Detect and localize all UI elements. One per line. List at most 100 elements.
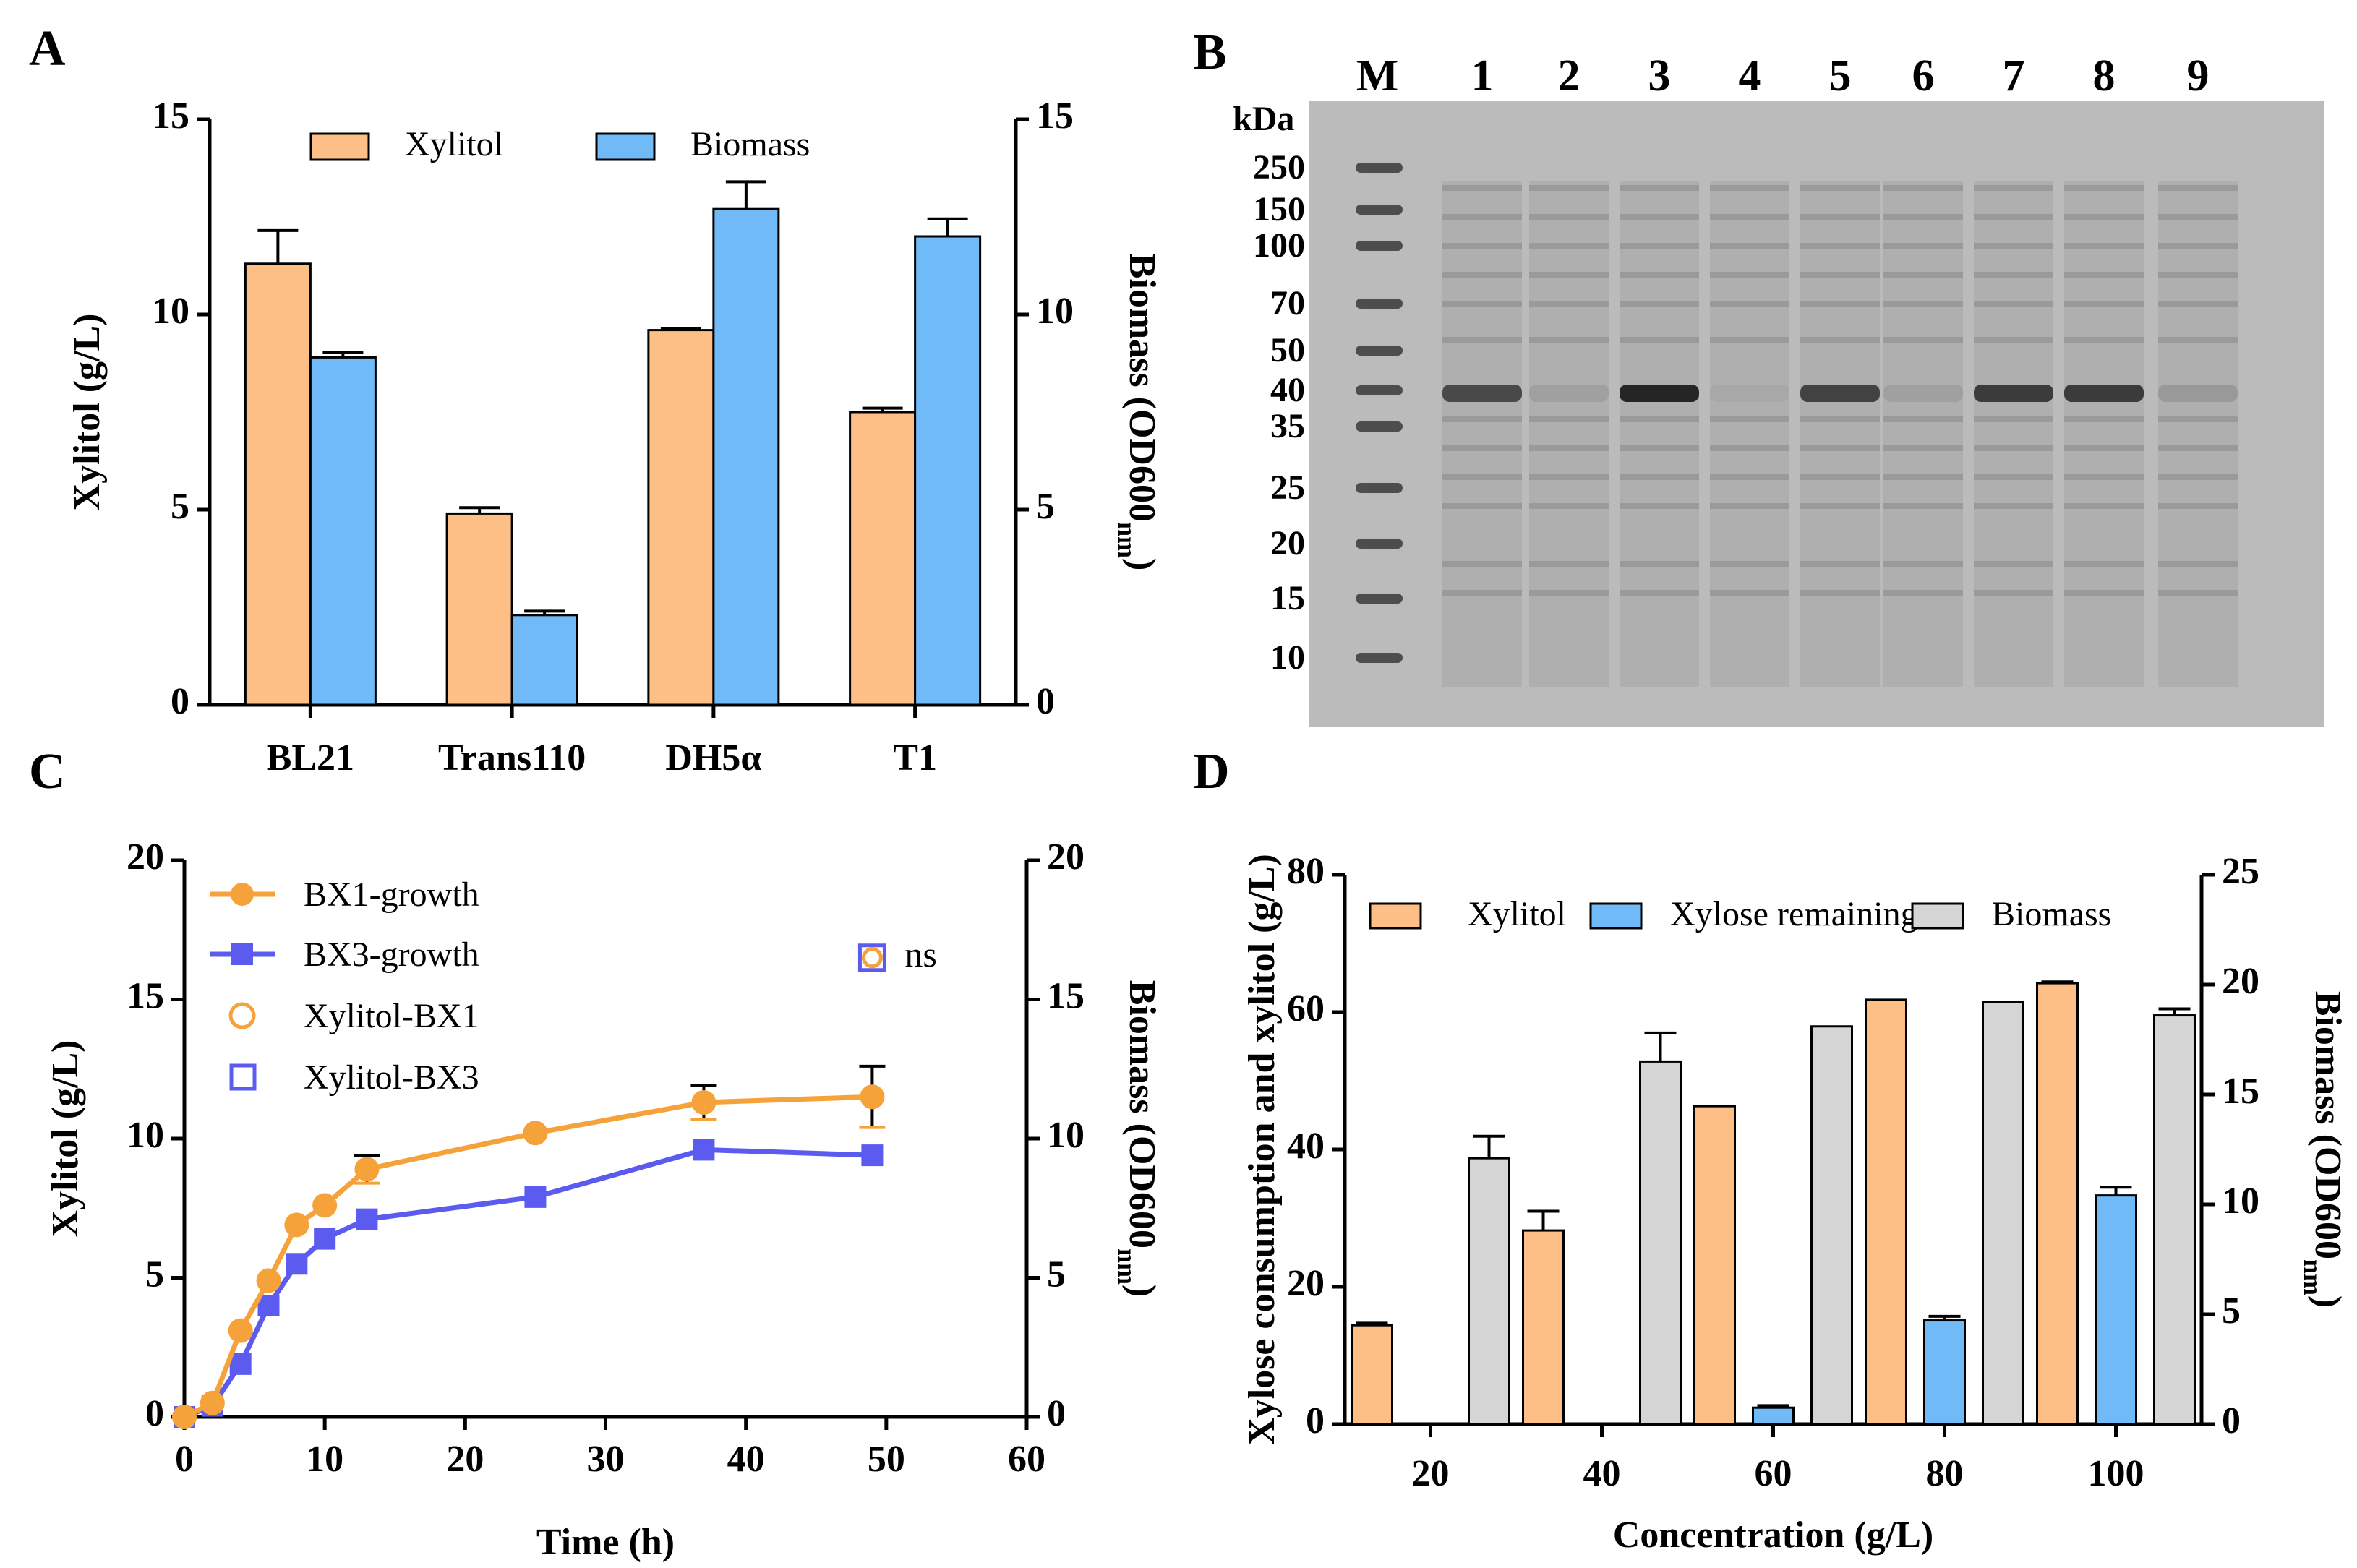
gel-faint-band [1710,214,1789,220]
gel-faint-band [1883,301,1963,307]
gel-faint-band [1529,445,1609,451]
gel-faint-band [1442,474,1522,480]
c-legend-marker-bx1 [231,883,254,906]
gel-ladder-band [1356,299,1403,309]
gel-target-band [2158,385,2238,402]
gel-faint-band [1620,561,1699,567]
d-bar-xylose-remaining [1752,1406,1795,1426]
gel-lane-label: 6 [1912,51,1935,100]
c-point-bx1 [691,1089,716,1115]
gel-faint-band [2064,301,2144,307]
d-y2-tick-label: 10 [2222,1181,2259,1222]
gel-faint-band [1529,416,1609,422]
gel-faint-band [2064,503,2144,509]
c-point-bx1 [284,1212,309,1238]
gel-marker-label: 35 [1270,407,1305,445]
gel-faint-band [1442,337,1522,343]
a-bar-xylitol [244,262,312,706]
gel-faint-band [1529,214,1609,220]
gel-faint-band [1974,561,2053,567]
gel-faint-band [1710,474,1789,480]
gel-faint-band [1620,272,1699,278]
gel-faint-band [2158,503,2238,509]
c-y2-axis-label: Biomass (OD600nm) [1113,980,1163,1298]
gel-faint-band [1620,503,1699,509]
gel-faint-band [1800,272,1880,278]
gel-target-band [1529,385,1609,402]
gel-faint-band [2064,561,2144,567]
c-x-tick-label: 40 [727,1439,765,1480]
a-x-tick-label: T1 [893,737,937,779]
d-bar-xylitol [1865,998,1907,1426]
gel-faint-band [2064,185,2144,191]
a-y-axis-label: Xylitol (g/L) [67,314,108,511]
gel-kda-label: kDa [1233,100,1294,138]
c-point-bx1 [256,1268,281,1293]
gel-faint-band [2158,590,2238,596]
gel-faint-band [1620,243,1699,249]
panel-c-line-chart: 0 5 10 15 20 0 5 10 15 20 0 10 20 30 40 50 60 ns BX1-growt… [45,836,1163,1563]
gel-faint-band [1529,185,1609,191]
d-y-axis-label: Xylose consumption and xylitol (g/L) [1241,854,1283,1445]
c-x-tick-label: 30 [587,1439,625,1480]
gel-faint-band [2158,474,2238,480]
d-x-tick-label: 20 [1412,1453,1450,1494]
gel-faint-band [1442,445,1522,451]
gel-marker-label: 250 [1253,148,1305,187]
gel-faint-band [1529,503,1609,509]
d-legend-label: Biomass [1992,895,2111,933]
gel-lane-label: 3 [1648,51,1671,100]
gel-faint-band [1800,243,1880,249]
d-legend-label: Xylitol [1468,895,1566,933]
gel-faint-band [1529,301,1609,307]
gel-marker-label: 50 [1270,331,1305,369]
d-bar-xylose-remaining [2095,1194,2137,1426]
a-x-tick-label: DH5α [665,737,761,779]
gel-target-band [1620,385,1699,402]
gel-lane-smear [1442,181,1522,687]
c-y2-tick-label: 20 [1047,836,1085,878]
d-y2-tick-label: 20 [2222,961,2259,1002]
gel-faint-band [1800,561,1880,567]
a-bar-xylitol [445,512,513,706]
gel-marker-label: 150 [1253,190,1305,228]
panel-letter-a: A [29,21,66,77]
d-y2-tick-label: 0 [2222,1400,2241,1441]
gel-faint-band [2064,590,2144,596]
gel-faint-band [1883,185,1963,191]
c-legend-marker-xylitol-bx1 [228,1002,256,1029]
gel-lane-label: 7 [2003,51,2025,100]
gel-faint-band [2064,243,2144,249]
gel-faint-band [2064,214,2144,220]
gel-faint-band [1620,301,1699,307]
gel-lane-smear [2158,181,2238,687]
d-y-tick-label: 0 [1306,1400,1325,1441]
d-legend-swatch [1911,902,1964,930]
gel-faint-band [1883,243,1963,249]
c-y2-tick-label: 5 [1047,1254,1066,1295]
c-y2-tick-label: 0 [1047,1393,1066,1434]
a-y-tick-label: 10 [152,291,189,332]
gel-lane-smear [1883,181,1963,687]
gel-faint-band [1529,337,1609,343]
c-point-xylitol-bx3 [857,943,886,972]
c-point-bx1 [354,1157,380,1182]
c-point-bx3 [314,1228,336,1250]
gel-faint-band [1710,561,1789,567]
gel-lane-label: 9 [2187,51,2210,100]
gel-faint-band [1883,337,1963,343]
d-legend-swatch [1589,902,1643,930]
c-point-bx1 [200,1390,225,1415]
gel-faint-band [1800,301,1880,307]
gel-faint-band [1620,474,1699,480]
c-point-bx3 [861,1144,884,1167]
gel-faint-band [1529,590,1609,596]
c-point-bx1 [860,1084,885,1110]
gel-faint-band [1620,445,1699,451]
c-point-bx3 [524,1186,547,1208]
d-bar-xylitol [1693,1105,1736,1426]
a-y2-axis-label: Biomass (OD600nm) [1113,254,1163,571]
gel-faint-band [1442,301,1522,307]
a-y-tick-label: 0 [171,681,189,722]
